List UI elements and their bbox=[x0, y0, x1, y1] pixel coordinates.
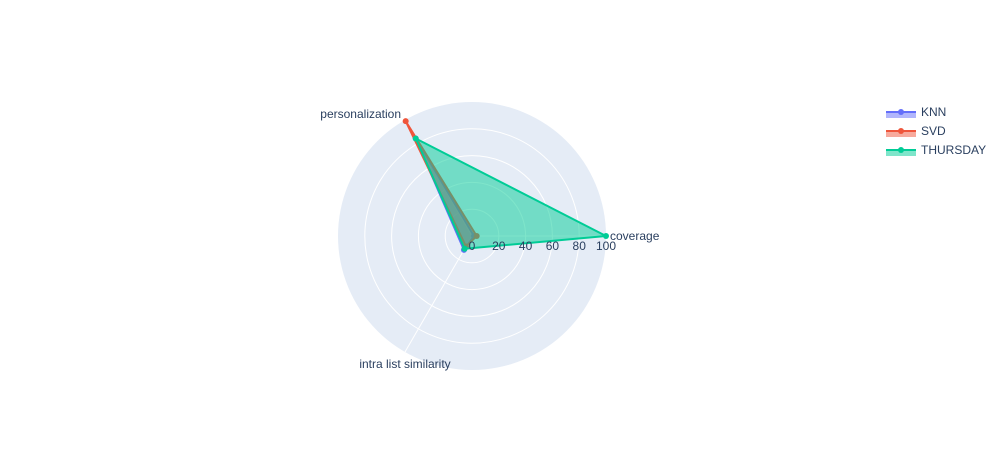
radial-tick-100: 100 bbox=[596, 239, 616, 253]
radial-tick-20: 20 bbox=[492, 239, 506, 253]
legend-item-thursday: THURSDAY bbox=[886, 143, 986, 157]
radial-tick-60: 60 bbox=[546, 239, 560, 253]
axis-label-2: intra list similarity bbox=[359, 357, 450, 371]
legend-swatch-marker-knn bbox=[898, 109, 904, 115]
radial-ticks: 0 20 40 60 80 100 bbox=[469, 239, 617, 253]
legend-item-knn: KNN bbox=[886, 105, 946, 119]
legend-swatch-marker-svd bbox=[898, 128, 904, 134]
radial-tick-0: 0 bbox=[469, 239, 476, 253]
legend-label-thursday: THURSDAY bbox=[921, 143, 986, 157]
axis-label-0: coverage bbox=[610, 229, 660, 243]
series-thursday bbox=[412, 135, 609, 252]
legend-label-svd: SVD bbox=[921, 124, 946, 138]
axis-labels: coverage personalization intra list simila… bbox=[320, 107, 659, 371]
series-point-thursday-0 bbox=[603, 233, 609, 239]
series-point-thursday-1 bbox=[412, 135, 419, 142]
axis-label-1: personalization bbox=[320, 107, 401, 121]
legend-label-knn: KNN bbox=[921, 105, 946, 119]
legend: KNN SVD THURSDAY bbox=[886, 105, 986, 157]
axis-line-2 bbox=[404, 235, 473, 353]
series-fill-thursday bbox=[415, 138, 606, 249]
radial-tick-80: 80 bbox=[573, 239, 587, 253]
series-point-thursday-2 bbox=[461, 245, 468, 252]
legend-swatch-marker-thursday bbox=[898, 147, 904, 153]
radial-tick-40: 40 bbox=[519, 239, 533, 253]
series-line-thursday bbox=[414, 137, 607, 250]
legend-item-svd: SVD bbox=[886, 124, 946, 138]
series-layer bbox=[402, 118, 609, 253]
series-point-svd-1 bbox=[402, 118, 409, 125]
